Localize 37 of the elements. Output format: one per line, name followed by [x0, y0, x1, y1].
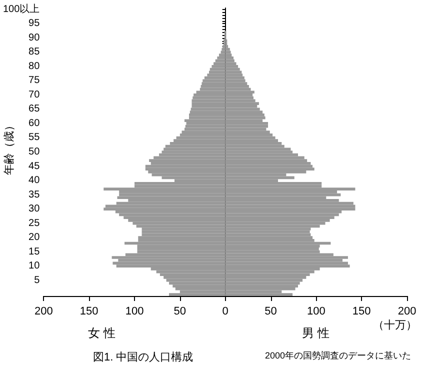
- y-tick-label: 10: [28, 260, 40, 272]
- y-axis-title: 年齢（歳）: [2, 120, 16, 175]
- y-tick-label: 40: [28, 175, 40, 186]
- text: 2000年の国勢調査のデータに基いた: [264, 350, 412, 360]
- y-tick-label: 95: [28, 18, 40, 30]
- y-tick-label: 45: [28, 160, 40, 172]
- x-tick-label: 0: [222, 306, 228, 318]
- x-tick-label: 150: [352, 306, 371, 318]
- y-tick-label: 30: [28, 204, 40, 215]
- y-tick-label: 70: [28, 89, 40, 100]
- y-tick-label: 50: [28, 146, 40, 158]
- y-tick-label: 85: [28, 46, 40, 58]
- y-tick-label: 55: [28, 132, 40, 144]
- y-tick-label: 5: [34, 274, 40, 286]
- y-tick-label: 25: [28, 218, 40, 229]
- y-tick-label: 100以上: [2, 2, 40, 15]
- y-tick-label: 75: [28, 75, 40, 86]
- y-tick-label: 60: [28, 118, 40, 129]
- y-tick-label: 65: [28, 104, 40, 115]
- y-tick-label: 20: [28, 232, 40, 244]
- bar: [225, 48, 230, 51]
- text: 男 性: [302, 326, 330, 340]
- x-axis-title: （十万）: [373, 318, 417, 332]
- y-tick-label: 80: [28, 60, 40, 72]
- bar: [225, 45, 228, 48]
- x-tick-label: 100: [306, 306, 326, 318]
- text: 図1. 中国の人口構成: [93, 350, 194, 364]
- x-tick-label: 150: [80, 306, 98, 318]
- y-tick-label: 35: [28, 189, 40, 200]
- x-tick-label: 50: [264, 306, 277, 318]
- x-tick-label: 200: [34, 306, 53, 318]
- x-tick-label: 200: [398, 306, 416, 318]
- x-tick-label: 100: [125, 306, 144, 318]
- y-tick-label: 90: [28, 32, 40, 44]
- x-tick-label: 50: [174, 306, 186, 318]
- y-tick-label: 15: [28, 246, 40, 258]
- text: 女 性: [88, 326, 116, 340]
